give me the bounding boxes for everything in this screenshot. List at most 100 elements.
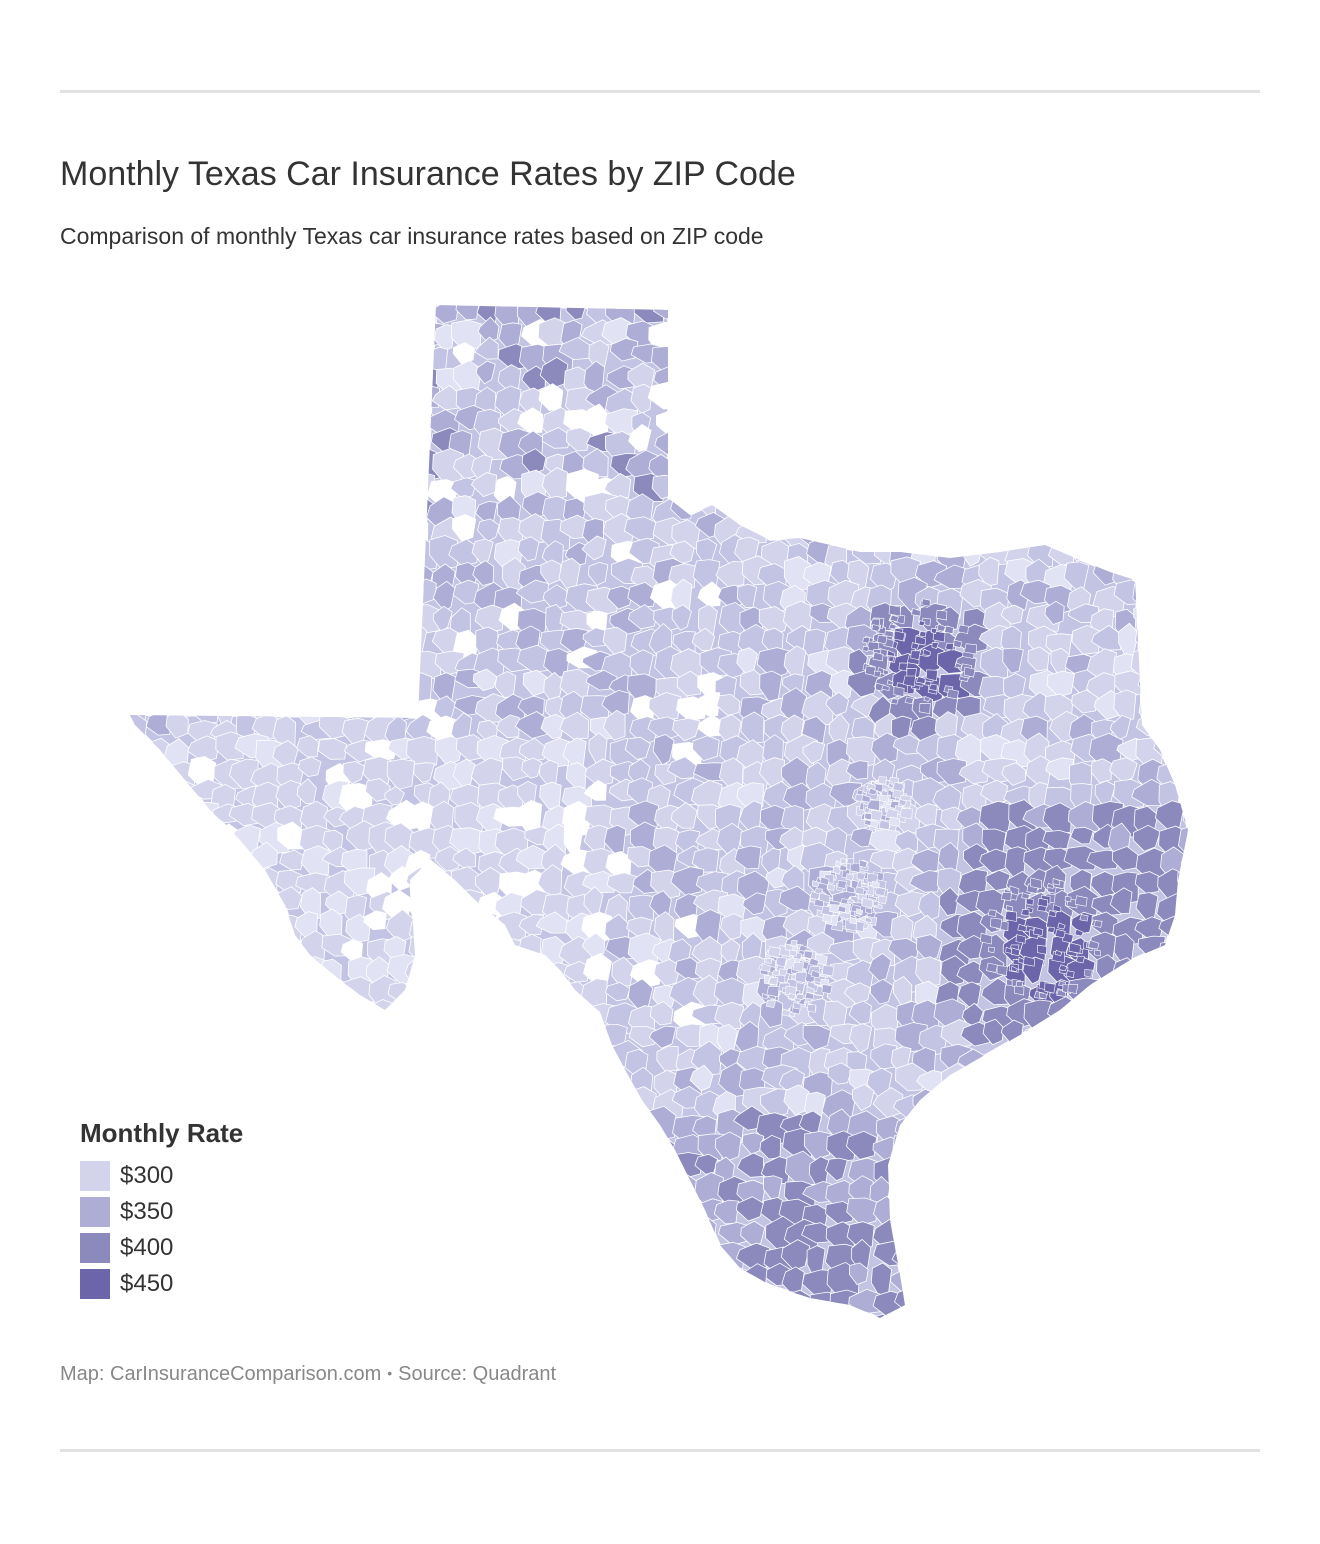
zip-area xyxy=(1177,1127,1188,1151)
zip-area xyxy=(275,869,303,894)
zip-area xyxy=(321,541,352,564)
zip-area xyxy=(1181,890,1188,924)
zip-area xyxy=(1073,1194,1104,1227)
zip-area xyxy=(1021,305,1048,322)
zip-area xyxy=(433,1131,461,1152)
zip-area xyxy=(538,1110,566,1145)
zip-area xyxy=(982,1018,1005,1046)
zip-area xyxy=(735,382,761,417)
zip-area xyxy=(230,653,261,687)
zip-area xyxy=(209,520,237,551)
zip-area-metro xyxy=(768,977,779,986)
zip-area xyxy=(582,1071,604,1101)
zip-area xyxy=(897,452,930,489)
zip-area-metro xyxy=(987,946,995,954)
source-credit: Source: Quadrant xyxy=(398,1363,557,1385)
zip-area xyxy=(250,364,281,392)
zip-area xyxy=(278,316,311,347)
zip-area xyxy=(383,646,415,675)
zip-area xyxy=(960,1087,983,1111)
zip-area xyxy=(803,382,834,409)
zip-area xyxy=(691,735,720,762)
zip-area xyxy=(272,559,296,599)
zip-area xyxy=(1176,1085,1188,1119)
zip-area xyxy=(1155,1197,1188,1221)
zip-area xyxy=(473,974,502,1009)
zip-area xyxy=(606,1289,630,1315)
zip-area xyxy=(692,974,721,1009)
zip-area xyxy=(1136,1309,1166,1318)
zip-area xyxy=(452,1176,485,1202)
zip-area xyxy=(849,411,879,438)
zip-area xyxy=(452,1109,488,1139)
zip-area xyxy=(206,584,233,616)
zip-area xyxy=(346,1201,375,1233)
zip-area xyxy=(782,412,813,434)
zip-area xyxy=(809,602,833,623)
zip-area-metro xyxy=(1084,969,1093,978)
zip-area xyxy=(427,1265,456,1296)
zip-area xyxy=(432,917,462,938)
zip-area xyxy=(976,1283,1001,1310)
zip-area xyxy=(1046,1283,1079,1318)
zip-area xyxy=(934,1131,966,1162)
zip-area xyxy=(359,1159,395,1190)
zip-area xyxy=(300,845,331,880)
zip-area xyxy=(805,305,838,322)
zip-area xyxy=(164,405,187,433)
zip-area xyxy=(255,305,286,322)
zip-area xyxy=(957,383,989,411)
zip-area xyxy=(1155,1000,1179,1037)
map-svg xyxy=(128,304,1189,1319)
zip-area xyxy=(670,801,698,829)
zip-area xyxy=(278,471,301,505)
zip-area xyxy=(276,628,304,653)
zip-area xyxy=(191,891,212,913)
zip-area xyxy=(1113,689,1137,722)
zip-area xyxy=(999,1042,1031,1080)
zip-area xyxy=(980,434,1009,469)
zip-area xyxy=(233,424,262,463)
zip-area xyxy=(190,626,223,658)
zip-area xyxy=(187,735,220,762)
zip-area xyxy=(164,806,198,832)
zip-area xyxy=(694,1153,718,1175)
zip-area xyxy=(742,892,768,916)
zip-area-metro xyxy=(893,686,905,698)
zip-area xyxy=(845,470,873,505)
zip-area xyxy=(1046,450,1078,483)
zip-area xyxy=(495,714,520,739)
zip-area xyxy=(1000,604,1024,625)
zip-area xyxy=(1064,1220,1089,1246)
zip-area xyxy=(846,670,880,698)
zip-area xyxy=(365,1200,400,1232)
zip-area xyxy=(672,362,700,389)
zip-area xyxy=(675,342,695,372)
zip-area xyxy=(693,430,724,460)
zip-area-metro xyxy=(846,858,855,865)
zip-area xyxy=(915,1268,940,1302)
zip-area xyxy=(976,315,1003,353)
zip-area xyxy=(760,305,783,318)
zip-area xyxy=(953,1199,978,1229)
zip-area-metro xyxy=(980,932,993,945)
zip-area xyxy=(851,1311,879,1318)
zip-area-metro xyxy=(1079,914,1089,922)
zip-area xyxy=(848,445,875,475)
zip-area xyxy=(130,892,158,921)
zip-area xyxy=(535,981,566,1015)
zip-area xyxy=(384,1305,418,1318)
zip-area-metro xyxy=(877,776,888,785)
zip-area xyxy=(518,737,548,762)
zip-area xyxy=(941,383,964,415)
zip-area xyxy=(477,316,500,344)
zip-area xyxy=(215,409,237,445)
zip-area xyxy=(364,1222,393,1257)
zip-area xyxy=(670,866,705,896)
zip-area xyxy=(1019,1111,1044,1138)
zip-area xyxy=(234,468,259,500)
zip-area xyxy=(1110,365,1138,390)
zip-area xyxy=(130,323,144,351)
zip-area xyxy=(824,305,855,321)
zip-area xyxy=(896,1312,924,1318)
